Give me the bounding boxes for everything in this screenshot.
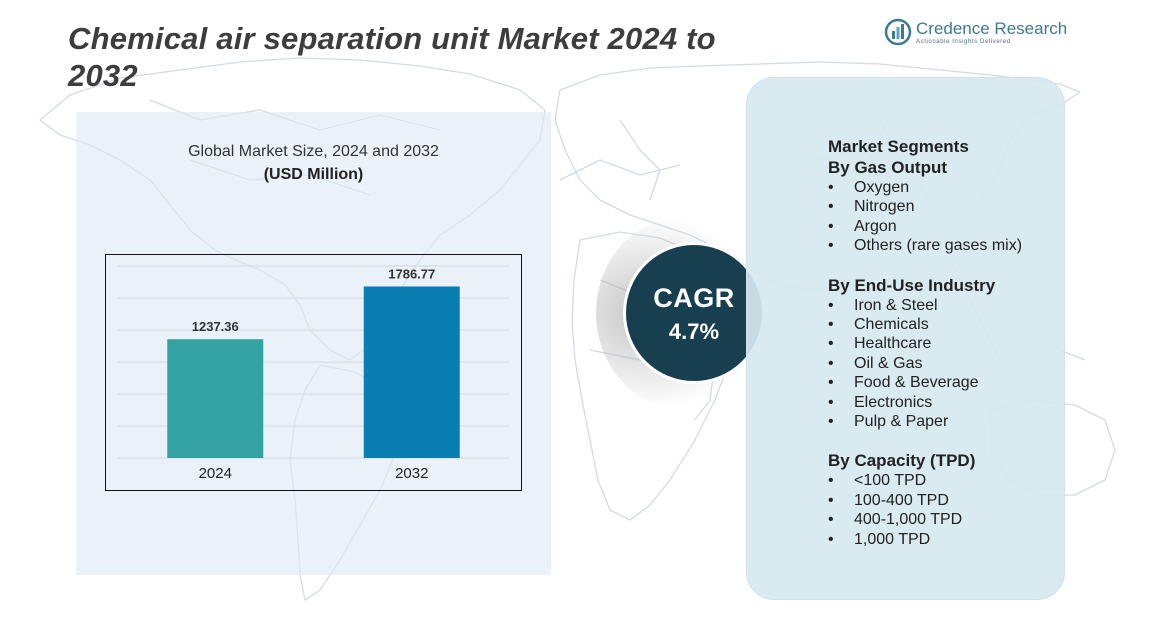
segment-item-label: 100-400 TPD [854,491,949,509]
segment-item: • Iron & Steel [828,296,1064,315]
bullet-icon: • [828,217,834,235]
segment-group-title: By End-Use Industry [828,275,996,295]
segment-item-label: Oil & Gas [854,354,923,372]
segment-group: By Gas Output • Oxygen • Nitrogen • Argon • Othe… [828,157,1064,256]
chart-title: Global Market Size, 2024 and 2032 [188,143,439,160]
segments-content: Market Segments By Gas Output • Oxygen • Nit… [828,136,1064,568]
bullet-icon: • [828,491,834,509]
bar-value-label: 1237.36 [192,319,239,334]
segment-item: • <100 TPD [828,471,1064,490]
segment-item: • Chemicals [828,315,1064,334]
segment-item-label: 400-1,000 TPD [854,511,963,529]
brand-tagline: Actionable Insights Delivered [916,39,1011,45]
bar-value-label: 1786.77 [388,266,435,281]
segment-item-label: Iron & Steel [854,296,938,314]
segment-item: • Pulp & Paper [828,412,1064,431]
bullet-icon: • [828,393,834,411]
segment-item: • 1,000 TPD [828,530,1064,549]
chart-panel [76,112,551,575]
segment-list: • <100 TPD • 100-400 TPD • 400-1,000 TPD • 1,00… [828,471,1064,549]
segment-item-label: Oxygen [854,179,910,196]
bullet-icon: • [828,296,834,314]
segment-item: • 100-400 TPD [828,491,1064,510]
bullet-icon: • [828,179,834,196]
segment-item-label: Chemicals [854,316,929,334]
segment-list: • Iron & Steel • Chemicals • Healthcare • Oil &… [828,296,1064,432]
chart-unit: (USD Million) [263,166,364,183]
cagr-badge: CAGR 4.7% [623,242,765,384]
segments-panel [746,77,1065,600]
bullet-icon: • [828,472,834,490]
chart-frame [105,254,522,491]
segment-item: • Food & Beverage [828,373,1064,392]
bullet-icon: • [828,316,834,334]
bullet-icon: • [828,511,834,529]
segment-item: • Electronics [828,393,1064,412]
segment-item-label: Argon [854,217,897,235]
brand-logo[interactable]: Credence Research Actionable Insights De… [884,18,1074,50]
category-label: 2024 [199,465,232,482]
segment-item: • Healthcare [828,334,1064,353]
segment-item: • 400-1,000 TPD [828,510,1064,529]
segment-group: By End-Use Industry • Iron & Steel • Chemica… [828,275,1064,432]
segment-group-title: By Gas Output [828,158,948,177]
bullet-icon: • [828,413,834,431]
bar-chart: 1237.36 1786.77 2024 2032 [105,254,522,491]
segment-group-title: By Capacity (TPD) [828,451,976,471]
category-label: 2032 [395,465,428,482]
segments-heading: Market Segments [828,137,969,156]
segment-item-label: <100 TPD [854,472,927,490]
segment-item-label: Nitrogen [854,198,915,216]
page-title: Chemical air separation unit Market 2024… [68,21,716,93]
segment-group: By Capacity (TPD) • <100 TPD • 100-400 TPD • 4… [828,450,1064,549]
segment-item: • Oil & Gas [828,354,1064,373]
segment-item: • Argon [828,217,1064,236]
bullet-icon: • [828,530,834,548]
bar-2032 [363,286,460,458]
cagr-label: CAGR [653,283,735,313]
segment-item: • Oxygen [828,178,1064,197]
segment-item-label: 1,000 TPD [854,530,931,548]
bar-2024 [167,339,264,458]
segment-item-label: Food & Beverage [854,374,979,392]
segment-item: • Nitrogen [828,197,1064,216]
bullet-icon: • [828,335,834,353]
segment-item-label: Others (rare gases mix) [854,237,1023,255]
segment-item-label: Pulp & Paper [854,413,949,431]
credence-logo-icon [884,18,912,46]
segment-item-label: Electronics [854,393,933,411]
brand-name: Credence Research [916,19,1068,38]
cagr-value: 4.7% [668,319,720,344]
bullet-icon: • [828,237,834,255]
bullet-icon: • [828,198,834,216]
segment-list: • Oxygen • Nitrogen • Argon • Others (rare gase… [828,178,1064,256]
bullet-icon: • [828,374,834,392]
bullet-icon: • [828,354,834,372]
segment-item-label: Healthcare [854,335,932,353]
segment-item: • Others (rare gases mix) [828,236,1064,255]
